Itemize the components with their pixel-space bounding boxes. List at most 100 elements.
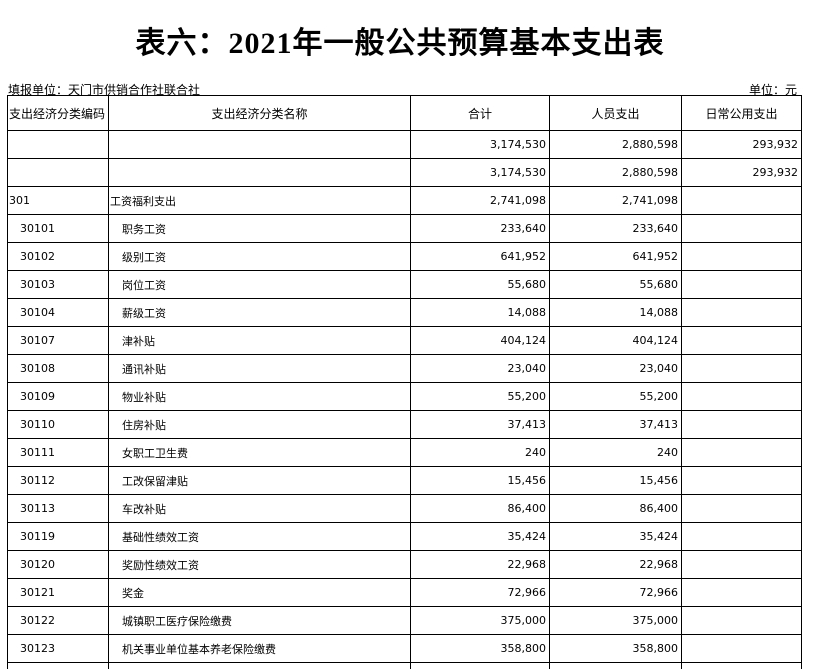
cell: 233,640	[410, 214, 551, 243]
cell: 薪级工资	[108, 298, 412, 327]
cell: 15,456	[549, 466, 683, 495]
cell	[681, 606, 803, 635]
cell: 级别工资	[108, 242, 412, 271]
cell	[681, 410, 803, 439]
cell: 工改保留津贴	[108, 466, 412, 495]
cell: 37,413	[410, 410, 551, 439]
cell: 工资福利支出	[108, 186, 412, 215]
cell: 30112	[6, 466, 110, 495]
cell: 30123	[6, 634, 110, 663]
cell: 23,040	[549, 354, 683, 383]
cell	[681, 550, 803, 579]
row: 30119 基础性绩效工资 35,424 35,424	[6, 522, 803, 551]
cell: 3,174,530	[410, 130, 551, 159]
cell: 301	[6, 186, 110, 215]
cell: 22,968	[410, 550, 551, 579]
cell: 基础性绩效工资	[108, 522, 412, 551]
cell: 30120	[6, 550, 110, 579]
unit-left: 填报单位：天门市供销合作社联合社	[8, 83, 201, 97]
cell: 30111	[6, 438, 110, 467]
unit-right: 单位：元	[748, 83, 797, 97]
row: 30121 奖金 72,966 72,966	[6, 578, 803, 607]
row: 3,174,530 2,880,598 293,932	[6, 130, 803, 159]
cell: 240	[549, 438, 683, 467]
cell: 奖励性绩效工资	[108, 550, 412, 579]
cell: 30108	[6, 354, 110, 383]
cell	[681, 522, 803, 551]
cell: 30121	[6, 578, 110, 607]
cell	[681, 326, 803, 355]
cell: 30110	[6, 410, 110, 439]
cell: 通讯补贴	[108, 354, 412, 383]
cell	[681, 634, 803, 663]
cell	[6, 662, 110, 669]
row: 30102 级别工资 641,952 641,952	[6, 242, 803, 271]
cell	[681, 578, 803, 607]
cell: 30104	[6, 298, 110, 327]
cell: 55,200	[410, 382, 551, 411]
cell: 机关事业单位基本养老保险缴费	[108, 634, 412, 663]
cell: 30119	[6, 522, 110, 551]
cell: 住房补贴	[108, 410, 412, 439]
cell: 30122	[6, 606, 110, 635]
row: 30120 奖励性绩效工资 22,968 22,968	[6, 550, 803, 579]
cell: 55,680	[410, 270, 551, 299]
cell: 375,000	[549, 606, 683, 635]
cell: 293,932	[681, 158, 803, 187]
cell	[681, 494, 803, 523]
cell: 358,800	[549, 634, 683, 663]
table: 支出经济分类编码 支出经济分类名称 合计 人员支出 日常公用支出 3,174,530 2,8…	[6, 95, 803, 669]
cell: 车改补贴	[108, 494, 412, 523]
cell	[6, 158, 110, 187]
header-cell: 合计	[410, 95, 551, 131]
cell: 641,952	[410, 242, 551, 271]
cell: 55,680	[549, 270, 683, 299]
cell: 2,741,098	[549, 186, 683, 215]
cell: 23,040	[410, 354, 551, 383]
cell: 30107	[6, 326, 110, 355]
row: 301 工资福利支出 2,741,098 2,741,098	[6, 186, 803, 215]
cell: 293,932	[681, 130, 803, 159]
cell	[681, 186, 803, 215]
row: 3,174,530 2,880,598 293,932	[6, 158, 803, 187]
row	[6, 662, 803, 669]
cell: 岗位工资	[108, 270, 412, 299]
cell	[681, 270, 803, 299]
cell: 2,880,598	[549, 130, 683, 159]
cell	[108, 662, 412, 669]
cell	[681, 466, 803, 495]
cell: 30113	[6, 494, 110, 523]
row: 30109 物业补贴 55,200 55,200	[6, 382, 803, 411]
cell: 37,413	[549, 410, 683, 439]
cell: 72,966	[549, 578, 683, 607]
header-cell: 人员支出	[549, 95, 683, 131]
cell: 职务工资	[108, 214, 412, 243]
header-row: 支出经济分类编码 支出经济分类名称 合计 人员支出 日常公用支出	[6, 95, 803, 131]
row: 30111 女职工卫生费 240 240	[6, 438, 803, 467]
cell	[681, 438, 803, 467]
row: 30108 通讯补贴 23,040 23,040	[6, 354, 803, 383]
row: 30107 津补贴 404,124 404,124	[6, 326, 803, 355]
header-cell: 日常公用支出	[681, 95, 803, 131]
cell: 3,174,530	[410, 158, 551, 187]
cell: 72,966	[410, 578, 551, 607]
cell: 22,968	[549, 550, 683, 579]
row: 30113 车改补贴 86,400 86,400	[6, 494, 803, 523]
row: 30103 岗位工资 55,680 55,680	[6, 270, 803, 299]
cell: 35,424	[549, 522, 683, 551]
cell	[108, 158, 412, 187]
row: 30101 职务工资 233,640 233,640	[6, 214, 803, 243]
cell	[410, 662, 551, 669]
cell: 55,200	[549, 382, 683, 411]
cell: 240	[410, 438, 551, 467]
row: 30122 城镇职工医疗保险缴费 375,000 375,000	[6, 606, 803, 635]
cell: 233,640	[549, 214, 683, 243]
cell: 14,088	[549, 298, 683, 327]
cell	[108, 130, 412, 159]
cell: 30102	[6, 242, 110, 271]
cell: 86,400	[410, 494, 551, 523]
cell: 15,456	[410, 466, 551, 495]
cell: 奖金	[108, 578, 412, 607]
row: 30112 工改保留津贴 15,456 15,456	[6, 466, 803, 495]
